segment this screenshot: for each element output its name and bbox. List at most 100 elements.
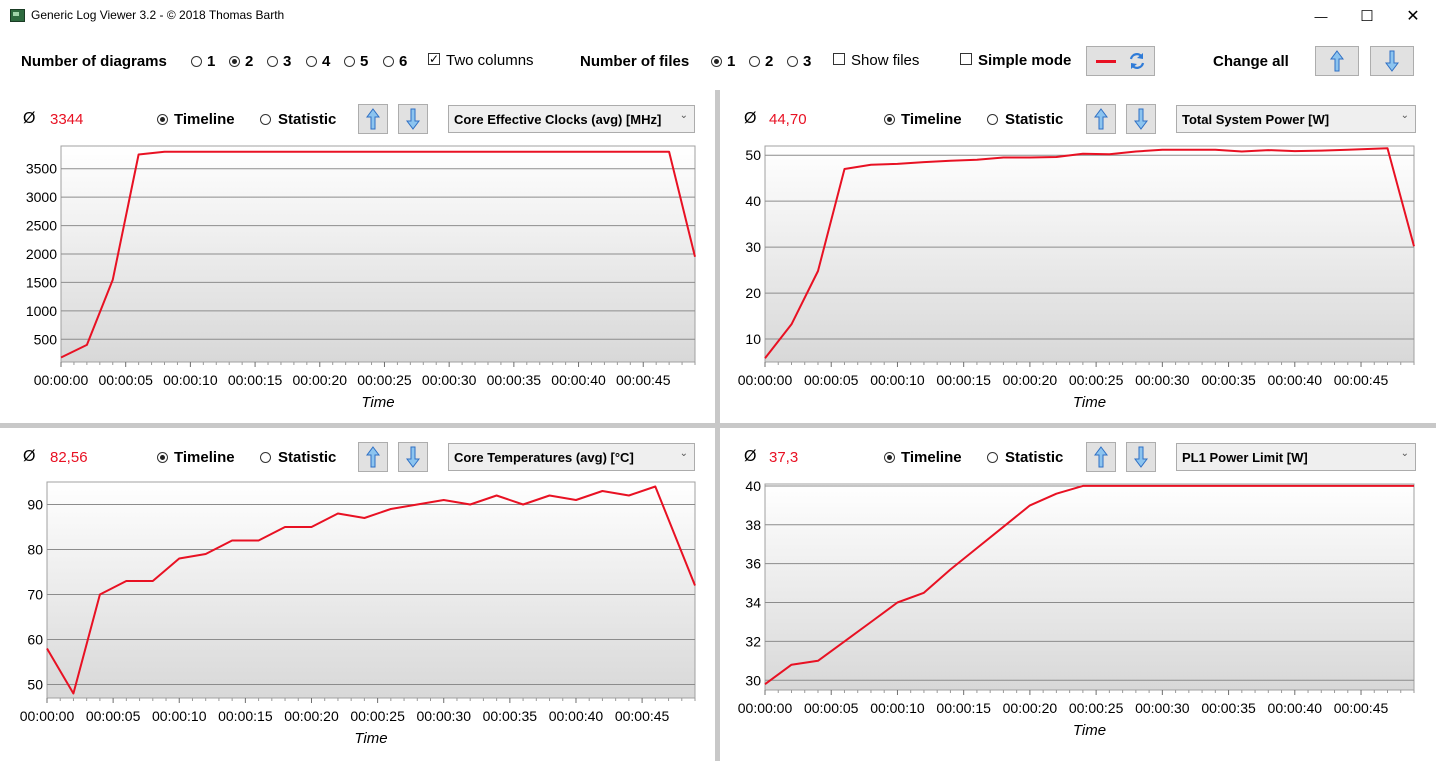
change-all-down-button[interactable] bbox=[1370, 46, 1414, 76]
x-tick-label: 00:00:20 bbox=[284, 708, 339, 724]
diagrams-radio-1[interactable] bbox=[191, 56, 202, 67]
x-tick-label: 00:00:45 bbox=[616, 372, 671, 388]
two-columns-checkbox[interactable]: ✓ bbox=[428, 52, 440, 66]
y-tick-label: 32 bbox=[745, 633, 761, 649]
sensor-select[interactable]: Core Effective Clocks (avg) [MHz] ⌄ bbox=[448, 105, 695, 133]
x-tick-label: 00:00:35 bbox=[1201, 372, 1256, 388]
x-tick-label: 00:00:15 bbox=[218, 708, 273, 724]
y-tick-label: 20 bbox=[745, 285, 761, 301]
sensor-select[interactable]: PL1 Power Limit [W] ⌄ bbox=[1176, 443, 1416, 471]
statistic-label: Statistic bbox=[278, 449, 337, 466]
timeline-label: Timeline bbox=[174, 111, 235, 128]
x-tick-label: 00:00:40 bbox=[551, 372, 606, 388]
move-down-button[interactable] bbox=[398, 104, 428, 134]
x-tick-label: 00:00:40 bbox=[1268, 372, 1323, 388]
diagrams-option-2-label: 2 bbox=[245, 53, 254, 70]
change-all-up-button[interactable] bbox=[1315, 46, 1359, 76]
sensor-select[interactable]: Total System Power [W] ⌄ bbox=[1176, 105, 1416, 133]
y-tick-label: 2500 bbox=[26, 218, 57, 234]
diagrams-option-3-label: 3 bbox=[283, 53, 292, 70]
move-down-button[interactable] bbox=[398, 442, 428, 472]
y-tick-label: 30 bbox=[745, 672, 761, 688]
close-button[interactable]: ✕ bbox=[1390, 0, 1436, 32]
y-tick-label: 50 bbox=[745, 147, 761, 163]
x-axis-label: Time bbox=[1073, 394, 1106, 411]
diagrams-radio-2[interactable] bbox=[229, 56, 240, 67]
diagrams-option-4-label: 4 bbox=[322, 53, 331, 70]
series-line bbox=[764, 147, 1415, 359]
close-icon: ✕ bbox=[1406, 8, 1420, 25]
show-files-checkbox[interactable] bbox=[833, 53, 845, 65]
chevron-down-icon: ⌄ bbox=[679, 110, 688, 121]
average-value: 37,3 bbox=[769, 449, 799, 466]
minimize-button[interactable]: — bbox=[1298, 0, 1344, 32]
diagrams-radio-6[interactable] bbox=[383, 56, 394, 67]
timeline-radio[interactable] bbox=[157, 452, 168, 463]
diagrams-radio-5[interactable] bbox=[344, 56, 355, 67]
files-radio-2[interactable] bbox=[749, 56, 760, 67]
series-line bbox=[60, 150, 696, 359]
x-tick-label: 00:00:35 bbox=[1201, 700, 1256, 716]
row-splitter[interactable] bbox=[0, 423, 1436, 428]
x-tick-label: 00:00:30 bbox=[1135, 700, 1190, 716]
statistic-radio[interactable] bbox=[987, 452, 998, 463]
statistic-radio[interactable] bbox=[260, 114, 271, 125]
line-chart: 30 32 34 36 38 40 00:00:00 00:00:05 00:00:10 00:0… bbox=[738, 478, 1415, 739]
timeline-radio[interactable] bbox=[884, 114, 895, 125]
x-tick-label: 00:00:20 bbox=[1003, 700, 1058, 716]
two-columns-label: Two columns bbox=[446, 52, 534, 69]
chevron-down-icon: ⌄ bbox=[1400, 110, 1409, 121]
y-tick-label: 1000 bbox=[26, 303, 57, 319]
statistic-radio[interactable] bbox=[987, 114, 998, 125]
sensor-select-value: Total System Power [W] bbox=[1182, 112, 1330, 127]
x-tick-label: 00:00:40 bbox=[549, 708, 604, 724]
maximize-button[interactable]: ☐ bbox=[1344, 0, 1390, 32]
plot-area bbox=[764, 483, 1415, 691]
sensor-select[interactable]: Core Temperatures (avg) [°C] ⌄ bbox=[448, 443, 695, 471]
move-down-button[interactable] bbox=[1126, 104, 1156, 134]
arrow-up-icon bbox=[1330, 50, 1344, 72]
diagram-panel-4: Ø 37,3 Timeline Statistic PL1 Power Limit [W… bbox=[720, 428, 1436, 761]
x-tick-label: 00:00:10 bbox=[163, 372, 218, 388]
refresh-icon bbox=[1129, 53, 1144, 69]
files-radio-1[interactable] bbox=[711, 56, 722, 67]
statistic-radio[interactable] bbox=[260, 452, 271, 463]
simple-mode-checkbox[interactable] bbox=[960, 53, 972, 65]
sensor-select-value: Core Temperatures (avg) [°C] bbox=[454, 450, 634, 465]
average-value: 44,70 bbox=[769, 111, 807, 128]
files-option-1-label: 1 bbox=[727, 53, 736, 70]
simple-mode-label: Simple mode bbox=[978, 52, 1072, 69]
x-tick-label: 00:00:00 bbox=[738, 700, 793, 716]
y-tick-label: 3500 bbox=[26, 161, 57, 177]
arrow-down-icon bbox=[1134, 446, 1148, 468]
move-up-button[interactable] bbox=[1086, 104, 1116, 134]
diagrams-radio-3[interactable] bbox=[267, 56, 278, 67]
y-tick-label: 90 bbox=[27, 497, 43, 513]
y-tick-label: 1500 bbox=[26, 274, 57, 290]
move-up-button[interactable] bbox=[358, 104, 388, 134]
move-up-button[interactable] bbox=[1086, 442, 1116, 472]
move-up-button[interactable] bbox=[358, 442, 388, 472]
window-title: Generic Log Viewer 3.2 - © 2018 Thomas B… bbox=[31, 8, 285, 22]
timeline-radio[interactable] bbox=[157, 114, 168, 125]
move-down-button[interactable] bbox=[1126, 442, 1156, 472]
line-color-button[interactable] bbox=[1086, 46, 1155, 76]
x-tick-label: 00:00:05 bbox=[86, 708, 141, 724]
files-radio-3[interactable] bbox=[787, 56, 798, 67]
line-chart: 500 1000 1500 2000 2500 3000 3500 00:00:00 00:00… bbox=[26, 145, 696, 411]
timeline-label: Timeline bbox=[174, 449, 235, 466]
y-tick-label: 38 bbox=[745, 517, 761, 533]
line-chart: 10 20 30 40 50 00:00:00 00:00:05 00:00:10 00:00:… bbox=[738, 145, 1415, 411]
average-symbol: Ø bbox=[23, 448, 36, 465]
diagram-panel-3: Ø 82,56 Timeline Statistic Core Temperatures… bbox=[0, 428, 715, 761]
chevron-down-icon: ⌄ bbox=[1400, 448, 1409, 459]
x-axis-label: Time bbox=[354, 730, 387, 747]
maximize-icon: ☐ bbox=[1360, 8, 1374, 25]
diagrams-radio-4[interactable] bbox=[306, 56, 317, 67]
arrow-down-icon bbox=[406, 446, 420, 468]
y-tick-label: 50 bbox=[27, 677, 43, 693]
timeline-radio[interactable] bbox=[884, 452, 895, 463]
number-of-files-label: Number of files bbox=[580, 53, 690, 70]
plot-area bbox=[764, 145, 1415, 363]
series-line bbox=[764, 484, 1414, 686]
